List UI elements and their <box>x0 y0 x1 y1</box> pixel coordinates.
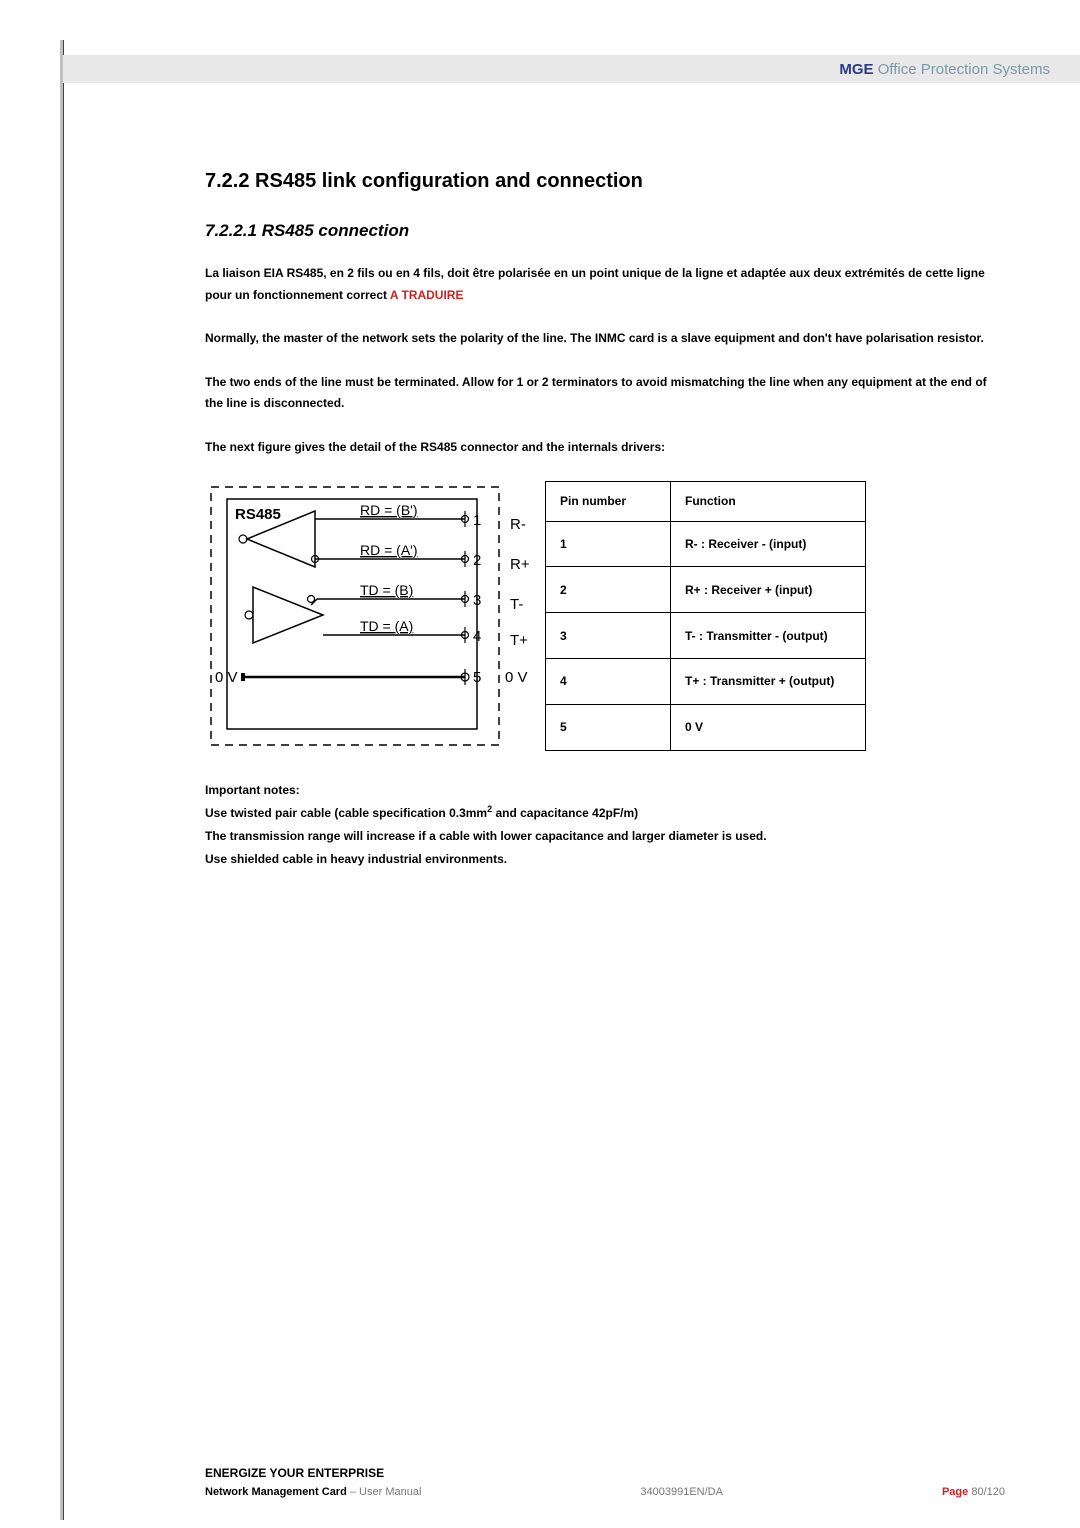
paragraph-1: La liaison EIA RS485, en 2 fils ou en 4 … <box>205 263 1005 306</box>
paragraph-4: The next figure gives the detail of the … <box>205 437 1005 459</box>
svg-text:R-: R- <box>510 516 526 533</box>
svg-text:5: 5 <box>473 669 481 686</box>
p1-red: A TRADUIRE <box>390 288 464 302</box>
footer-page: Page 80/120 <box>942 1486 1005 1498</box>
p1-text: La liaison EIA RS485, en 2 fils ou en 4 … <box>205 266 985 302</box>
brand-text: MGE Office Protection Systems <box>839 61 1050 78</box>
svg-text:RD = (A'): RD = (A') <box>360 542 418 558</box>
brand-bold: MGE <box>839 61 873 78</box>
table-row: 50 V <box>546 704 866 750</box>
table-row: 4T+ : Transmitter + (output) <box>546 658 866 704</box>
svg-text:0 V: 0 V <box>215 669 238 686</box>
pin-table: Pin number Function 1R- : Receiver - (in… <box>545 481 866 751</box>
rs485-diagram: RS485 RD = (B') RD = (A') 1 2 R- R+ T <box>205 481 545 751</box>
table-row: 1R- : Receiver - (input) <box>546 521 866 567</box>
section-heading: 7.2.2 RS485 link configuration and conne… <box>205 170 1005 193</box>
svg-text:T+: T+ <box>510 632 528 649</box>
header-bar: MGE Office Protection Systems <box>63 55 1080 83</box>
table-row: 2R+ : Receiver + (input) <box>546 567 866 613</box>
svg-text:T-: T- <box>510 596 523 613</box>
note-2: The transmission range will increase if … <box>205 825 1005 848</box>
footer-doc-title: Network Management Card – User Manual <box>205 1486 421 1498</box>
footer: ENERGIZE YOUR ENTERPRISE Network Managem… <box>205 1466 1005 1498</box>
svg-text:R+: R+ <box>510 556 530 573</box>
note-1: Use twisted pair cable (cable specificat… <box>205 801 1005 825</box>
diagram-box-label: RS485 <box>235 506 281 523</box>
footer-line2: Network Management Card – User Manual 34… <box>205 1486 1005 1498</box>
paragraph-3: The two ends of the line must be termina… <box>205 372 1005 415</box>
subsection-heading: 7.2.2.1 RS485 connection <box>205 221 1005 241</box>
notes-block: Important notes: Use twisted pair cable … <box>205 779 1005 871</box>
svg-text:3: 3 <box>473 592 481 609</box>
svg-text:TD = (B): TD = (B) <box>360 582 413 598</box>
svg-text:1: 1 <box>473 512 481 529</box>
left-stripe <box>60 40 64 1520</box>
footer-tagline: ENERGIZE YOUR ENTERPRISE <box>205 1466 1005 1480</box>
content-area: 7.2.2 RS485 link configuration and conne… <box>205 170 1005 871</box>
svg-text:RD = (B'): RD = (B') <box>360 502 418 518</box>
table-row: 3T- : Transmitter - (output) <box>546 613 866 659</box>
note-3: Use shielded cable in heavy industrial e… <box>205 848 1005 871</box>
th-pin: Pin number <box>546 481 671 521</box>
svg-text:0 V: 0 V <box>505 669 528 686</box>
svg-text:2: 2 <box>473 552 481 569</box>
table-header-row: Pin number Function <box>546 481 866 521</box>
paragraph-2: Normally, the master of the network sets… <box>205 328 1005 350</box>
brand-rest: Office Protection Systems <box>874 61 1050 78</box>
th-func: Function <box>671 481 866 521</box>
svg-text:4: 4 <box>473 628 481 645</box>
svg-text:TD = (A): TD = (A) <box>360 618 413 634</box>
footer-doc-code: 34003991EN/DA <box>640 1486 723 1498</box>
notes-title: Important notes: <box>205 779 1005 802</box>
figure-row: RS485 RD = (B') RD = (A') 1 2 R- R+ T <box>205 481 1005 751</box>
